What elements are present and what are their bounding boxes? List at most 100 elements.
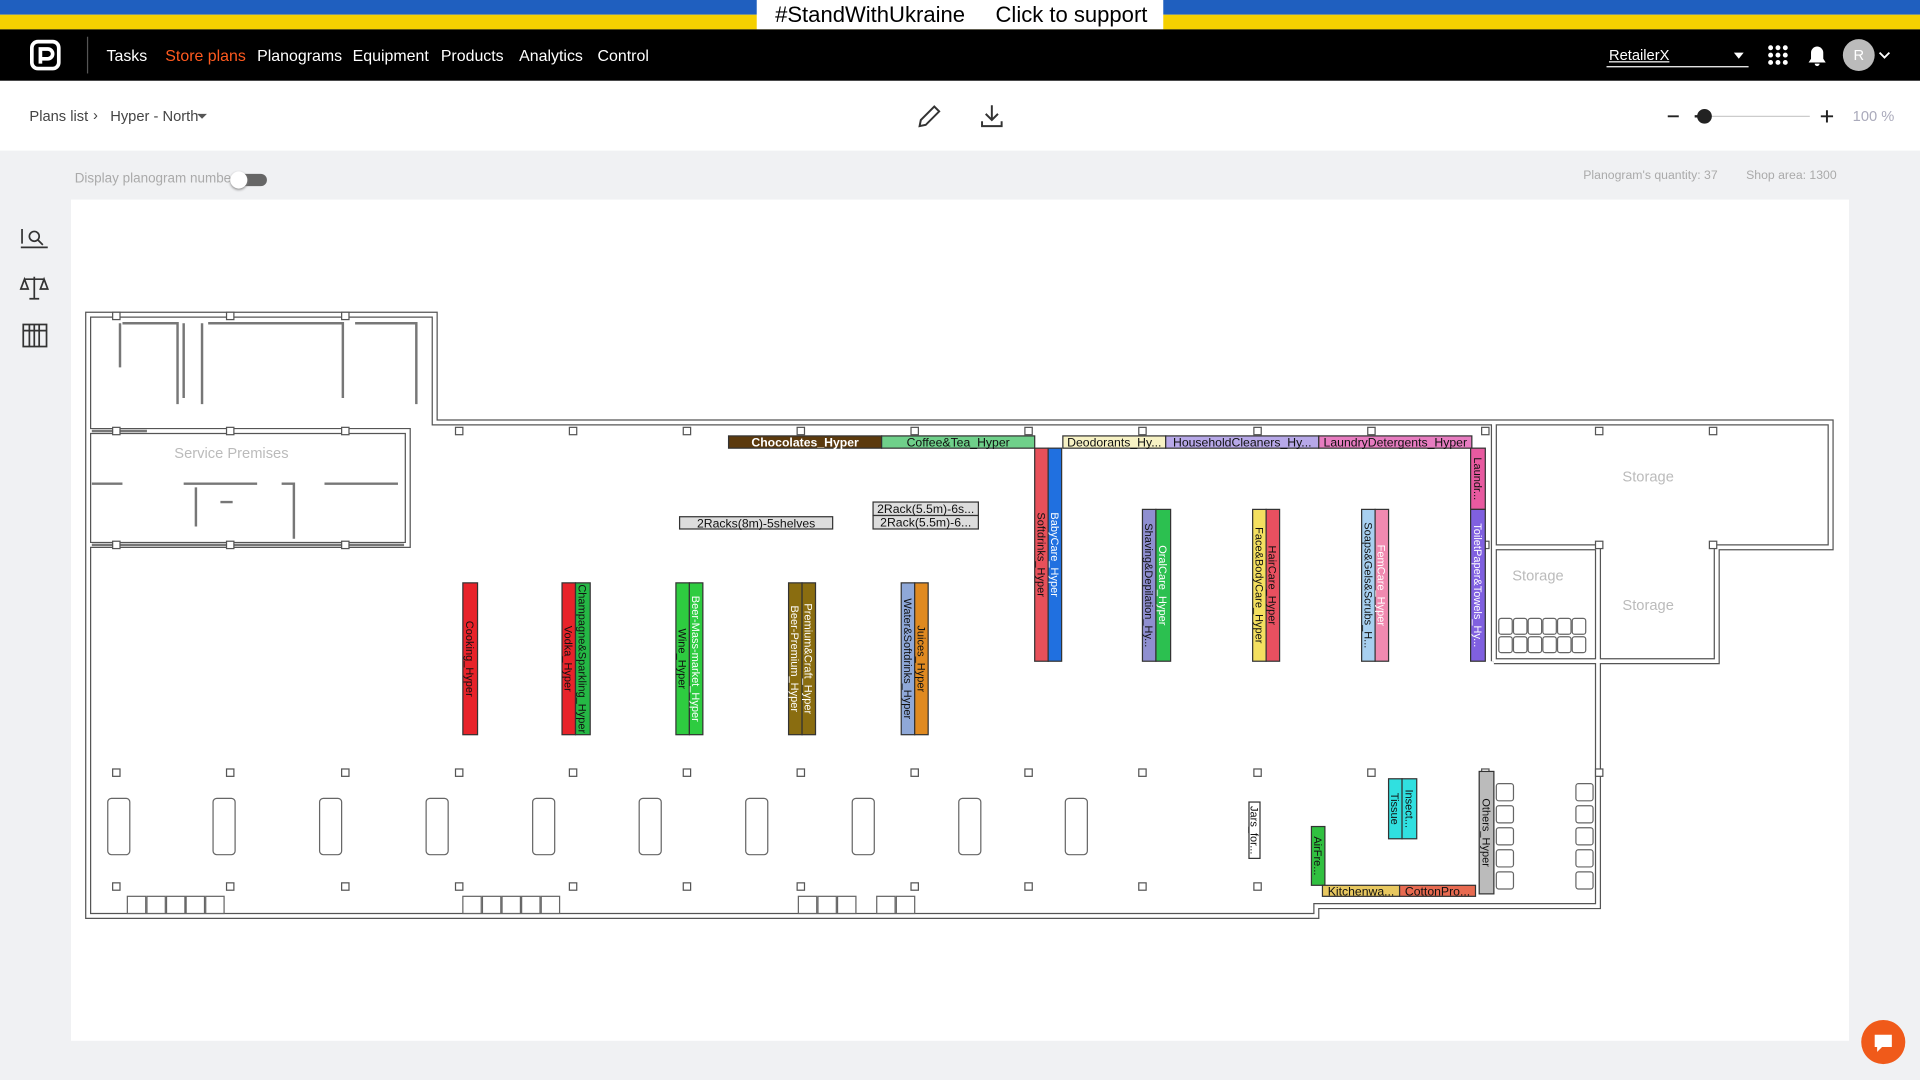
planogram[interactable]: OralCare_Hyper	[1155, 508, 1172, 662]
basket	[1575, 849, 1594, 868]
planogram-box	[1478, 770, 1495, 895]
nav-icons	[1733, 52, 1744, 59]
pillar	[225, 768, 235, 777]
planogram[interactable]: 2Rack(5.5m)-6s...	[872, 501, 979, 516]
planogram[interactable]: HouseholdCleaners_Hy...	[1165, 435, 1320, 449]
pillar	[1253, 882, 1262, 891]
breadcrumb-current[interactable]: Hyper - North	[110, 107, 199, 125]
planogram[interactable]: FemCare_Hyper	[1374, 508, 1390, 662]
planogram[interactable]: Face&BodyCare_Hyper	[1252, 508, 1267, 662]
planogram[interactable]: Premium&Craft_Hyper	[801, 582, 817, 736]
planogram-label: ToiletPaper&Towels_Hy...	[1471, 523, 1483, 647]
toolbar: Plans list › Hyper - North 100 %	[0, 80, 1920, 151]
pillar	[1024, 768, 1033, 777]
nav-item[interactable]: Planograms	[257, 46, 343, 65]
toggle-label: Display planogram number	[74, 171, 236, 187]
planogram-label: Vodka_Hyper	[562, 626, 574, 692]
planogram[interactable]: Deodorants_Hy...	[1062, 435, 1167, 449]
planogram[interactable]: Softdrinks_Hyper	[1034, 447, 1049, 662]
pillar	[225, 426, 235, 436]
banner-hashtag: #StandWithUkraine	[775, 2, 965, 27]
breadcrumb-root[interactable]: Plans list	[29, 107, 89, 125]
pillar	[682, 426, 692, 436]
nav-item[interactable]: Store plans	[165, 46, 246, 65]
support-banner[interactable]: #StandWithUkraine Click to support	[756, 0, 1164, 30]
planogram[interactable]: Wine_Hyper	[675, 582, 691, 736]
cash-desk	[501, 895, 522, 915]
planogram-label: LaundryDetergents_Hyper	[1324, 435, 1468, 449]
planogram[interactable]: Soaps&Gels&Scrubs_H...	[1361, 508, 1376, 662]
nav-item[interactable]: Analytics	[519, 46, 583, 65]
nav-item[interactable]: Control	[597, 46, 649, 65]
planogram[interactable]: Chocolates_Hyper	[727, 435, 883, 449]
nav-item[interactable]: Equipment	[352, 46, 429, 65]
checkout	[1064, 797, 1088, 856]
pillar	[796, 768, 806, 777]
planogram[interactable]: Champagne&Sparkling_Hyper	[574, 582, 591, 736]
planogram[interactable]: Kitchenwa...	[1321, 884, 1401, 898]
planogram[interactable]: Beer-Premium_Hyper	[787, 582, 803, 736]
planogram-label: Champagne&Sparkling_Hyper	[576, 584, 588, 733]
planogram[interactable]: Vodka_Hyper	[561, 582, 577, 736]
pillar	[910, 426, 919, 436]
planogram[interactable]: HairCare_Hyper	[1265, 508, 1281, 662]
download-icon[interactable]	[978, 103, 1005, 130]
planogram[interactable]: Cooking_Hyper	[462, 582, 479, 736]
planogram[interactable]: Insect...	[1401, 778, 1418, 840]
planogram[interactable]: Others_Hyper	[1478, 770, 1495, 895]
apps-icon[interactable]	[1767, 44, 1789, 66]
nav-item[interactable]: Tasks	[106, 46, 148, 65]
cart	[1512, 617, 1528, 635]
planogram[interactable]: 2Rack(5.5m)-6...	[872, 514, 979, 530]
planogram-label: Chocolates_Hyper	[751, 435, 859, 449]
planogram[interactable]: 2Racks(8m)-5shelves	[678, 516, 834, 530]
planogram-label: BabyCare_Hyper	[1048, 512, 1060, 597]
planogram[interactable]: AirFre...	[1310, 825, 1326, 886]
planogram[interactable]: Water&Softdrinks_Hyper	[900, 582, 916, 736]
planogram[interactable]: Juices_Hyper	[914, 582, 929, 736]
pillar	[1253, 426, 1262, 436]
pillars: Service Premises Storage Storage Storage	[112, 311, 1718, 891]
avatar[interactable]: R	[1842, 39, 1875, 72]
planogram[interactable]: Jars_for...	[1247, 801, 1261, 859]
planogram[interactable]: Shaving&Depilation_Hy...	[1141, 508, 1157, 662]
planogram[interactable]: Beer-Mass-market_Hyper	[688, 582, 704, 736]
pillar	[910, 882, 919, 891]
planogram[interactable]: Tissue	[1387, 778, 1403, 840]
planogram[interactable]: LaundryDetergents_Hyper	[1318, 435, 1473, 449]
planograms: Chocolates_Hyper Coffee&Tea_Hyper Deodoran…	[462, 435, 1495, 898]
planogram-box	[1398, 884, 1477, 897]
logo[interactable]	[29, 39, 61, 71]
planogram-label: AirFre...	[1311, 836, 1323, 875]
planogram-label: Jars_for...	[1247, 806, 1259, 854]
bell-icon[interactable]	[1807, 45, 1827, 67]
basket	[1495, 805, 1515, 824]
side-tools[interactable]	[17, 223, 54, 358]
planogram[interactable]: CottonPro...	[1398, 884, 1477, 898]
zoom-slider[interactable]	[1663, 105, 1841, 127]
planogram[interactable]: Coffee&Tea_Hyper	[881, 435, 1036, 449]
retailer-select[interactable]: RetailerX	[1608, 46, 1670, 64]
planogram[interactable]: Laundr...	[1470, 447, 1486, 511]
planogram-box	[881, 435, 1036, 449]
pillar	[225, 311, 235, 321]
cash-desk	[817, 895, 837, 915]
planogram[interactable]: BabyCare_Hyper	[1047, 447, 1063, 662]
cash-desk	[462, 895, 482, 915]
cash-desk	[205, 895, 225, 915]
toggle[interactable]	[230, 171, 267, 189]
pillar	[682, 768, 692, 777]
banner-cta[interactable]: Click to support	[995, 2, 1148, 27]
planogram[interactable]: ToiletPaper&Towels_Hy...	[1470, 508, 1486, 662]
planogram-box	[1374, 508, 1390, 662]
nav-item[interactable]: Products	[440, 46, 504, 65]
basket	[1575, 783, 1594, 802]
edit-icon[interactable]	[916, 103, 943, 130]
planogram-box	[688, 582, 704, 736]
avatar-caret[interactable]	[1878, 49, 1891, 61]
planogram-box	[1047, 447, 1063, 662]
planogram-box	[801, 582, 817, 736]
cash-desk	[876, 895, 896, 915]
pillar	[910, 768, 919, 777]
chat-button[interactable]	[1861, 1020, 1906, 1065]
